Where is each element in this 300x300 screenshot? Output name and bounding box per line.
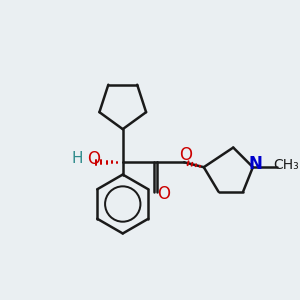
Text: O: O <box>179 146 192 164</box>
Text: O: O <box>87 150 100 168</box>
Text: N: N <box>248 154 262 172</box>
Text: H: H <box>72 151 83 166</box>
Text: CH₃: CH₃ <box>273 158 299 172</box>
Text: O: O <box>157 185 170 203</box>
